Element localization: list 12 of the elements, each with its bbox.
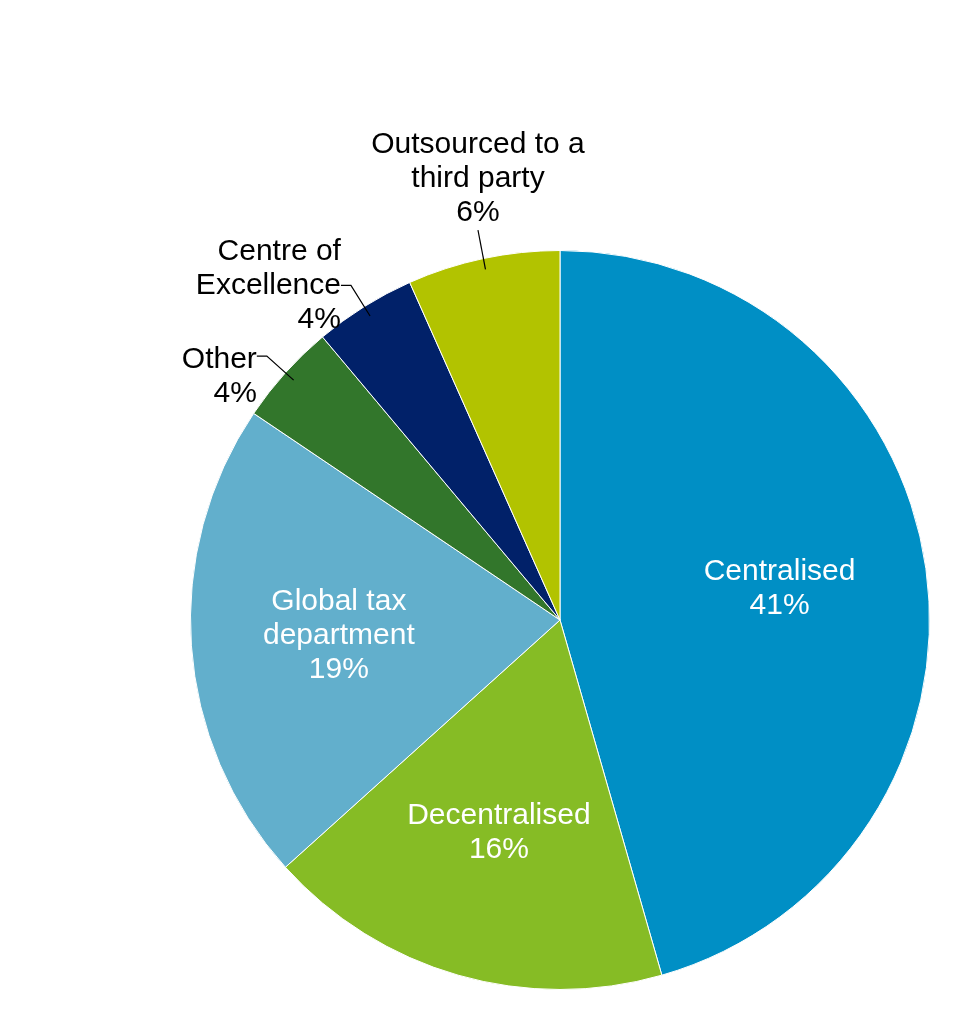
data-label: 16% [468, 831, 529, 865]
data-label: 4% [213, 374, 257, 408]
data-label: 4% [297, 300, 341, 334]
data-label: 19% [308, 650, 369, 684]
slice-label: Global tax department [262, 582, 416, 650]
data-label: 41% [749, 587, 810, 621]
slice-label: Centre of Excellence [195, 232, 342, 300]
slice-label: Decentralised [407, 797, 591, 831]
slice-label: Other [181, 340, 257, 374]
data-label: 6% [456, 194, 500, 228]
slice-label: Outsourced to a third party [371, 126, 586, 194]
slice-label: Centralised [703, 553, 856, 587]
